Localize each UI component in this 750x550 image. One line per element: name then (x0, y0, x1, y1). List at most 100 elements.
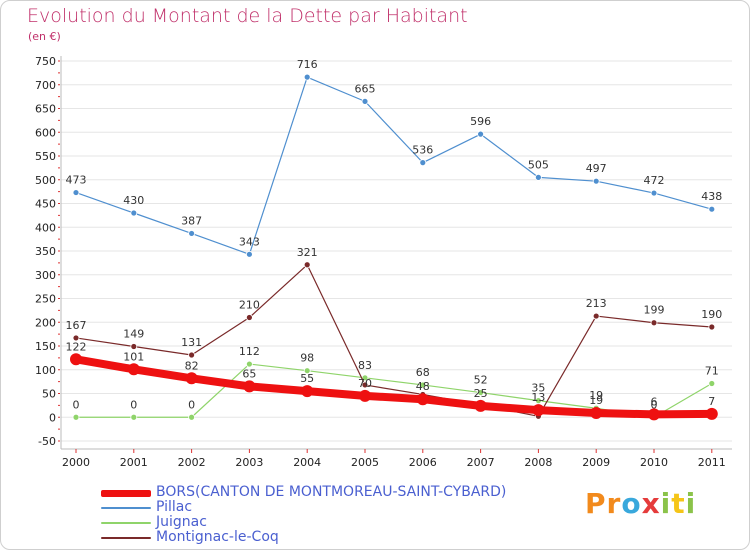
data-label: 199 (644, 304, 665, 317)
data-point (188, 230, 196, 237)
data-point (361, 97, 369, 105)
legend-label: Montignac-le-Coq (156, 529, 279, 545)
data-label: 131 (181, 336, 202, 349)
data-label: 473 (66, 174, 87, 187)
brand-letter: t (671, 487, 686, 520)
data-label: 112 (239, 345, 260, 358)
y-tick-label: 200 (35, 316, 56, 329)
data-point (188, 351, 196, 359)
data-point (243, 380, 256, 393)
x-tick-label: 2011 (698, 456, 726, 469)
chart-unit-label: (en €) (28, 30, 61, 43)
series-1: 0 0 0 112 98 83 68 52 35 19 0 71 (73, 345, 719, 421)
data-point (708, 323, 716, 331)
data-label: 35 (531, 382, 545, 395)
data-point (708, 205, 716, 213)
x-tick-label: 2002 (178, 456, 206, 469)
data-point (303, 367, 311, 375)
data-label: 438 (701, 190, 722, 203)
legend-swatch (101, 490, 151, 497)
data-label: 387 (181, 214, 202, 227)
data-point (361, 381, 369, 389)
data-label: 101 (123, 350, 144, 363)
data-point (705, 407, 718, 420)
data-label: 0 (651, 398, 658, 411)
data-point (592, 177, 600, 185)
data-label: 98 (300, 352, 314, 365)
x-tick-label: 2009 (582, 456, 610, 469)
x-tick-label: 2000 (62, 456, 90, 469)
x-tick-label: 2004 (293, 456, 321, 469)
data-label: 0 (130, 398, 137, 411)
brand-letter: i (685, 487, 697, 520)
y-tick-label: 500 (35, 174, 56, 187)
data-point (592, 312, 600, 320)
data-label: 19 (589, 394, 603, 407)
data-point (648, 408, 660, 421)
series-3: 122 101 82 65 55 70 48 25 13 19 6 7 (66, 340, 718, 421)
data-point (185, 372, 198, 385)
legend-label: Juignac (156, 514, 207, 530)
data-label: 213 (586, 297, 607, 310)
data-point (708, 380, 716, 387)
data-label: 83 (358, 359, 372, 372)
data-label: 343 (239, 235, 260, 248)
data-label: 65 (242, 367, 256, 380)
y-tick-label: 650 (35, 103, 56, 116)
y-tick-label: 100 (35, 364, 56, 377)
data-point (188, 413, 196, 421)
y-tick-label: 350 (35, 245, 56, 258)
data-label: 430 (123, 194, 144, 207)
x-tick-label: 2008 (524, 456, 552, 469)
data-label: 52 (474, 374, 488, 387)
data-label: 0 (188, 398, 195, 411)
x-tick-label: 2007 (467, 456, 495, 469)
data-label: 13 (531, 391, 545, 404)
data-label: 68 (416, 366, 430, 379)
data-point (303, 73, 311, 81)
y-tick-label: 400 (35, 221, 56, 234)
data-point (477, 130, 485, 138)
data-label: 82 (185, 359, 199, 372)
brand-letter: P (585, 487, 607, 520)
data-label: 6 (651, 395, 658, 408)
data-label: 190 (701, 308, 722, 321)
series-line (75, 76, 712, 255)
data-label: 210 (239, 299, 260, 312)
y-tick-label: 600 (35, 126, 56, 139)
data-point (359, 389, 371, 402)
data-label: 149 (123, 327, 144, 340)
data-point (130, 343, 138, 350)
y-tick-label: 150 (35, 340, 56, 353)
y-tick-label: 0 (49, 411, 56, 424)
brand-letter: i (660, 487, 672, 520)
brand-letter: o (621, 487, 642, 520)
data-label: 122 (66, 340, 87, 353)
data-point (650, 319, 658, 327)
legend-swatch (101, 537, 151, 539)
data-point (474, 399, 487, 412)
series-line (75, 264, 712, 417)
legend-swatch (101, 507, 151, 509)
data-point (590, 406, 603, 419)
data-point (535, 397, 542, 405)
data-point (477, 389, 485, 396)
data-point (535, 173, 542, 181)
data-point (303, 261, 311, 269)
x-tick-label: 2003 (235, 456, 263, 469)
data-label: 716 (297, 58, 318, 71)
data-point (532, 404, 545, 417)
data-label: 536 (412, 144, 433, 157)
y-tick-label: 300 (35, 269, 56, 282)
data-point (127, 363, 140, 376)
x-tick-label: 2006 (409, 456, 437, 469)
data-label: 0 (73, 398, 80, 411)
data-point (245, 314, 253, 321)
data-label: 55 (300, 372, 314, 385)
data-point (245, 250, 253, 258)
y-tick-label: 700 (35, 79, 56, 92)
brand-letter: x (641, 487, 661, 520)
data-label: 7 (708, 395, 715, 408)
